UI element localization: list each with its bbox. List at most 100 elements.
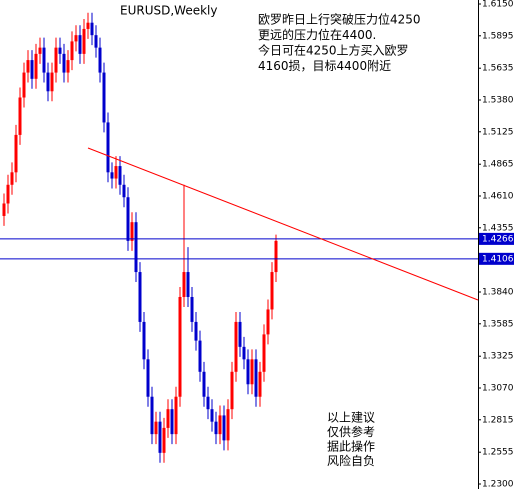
- candle-body: [170, 409, 174, 435]
- candle-body: [126, 197, 130, 241]
- price-label: 1.4106: [482, 254, 514, 264]
- candle-body: [86, 22, 90, 29]
- candle-body: [202, 371, 206, 397]
- candle-body: [166, 409, 170, 428]
- candle-body: [90, 22, 94, 36]
- candle-body: [66, 60, 70, 73]
- y-tick-label: 1.4865: [482, 160, 514, 170]
- note: 以上建议: [327, 411, 375, 425]
- candle-body: [6, 184, 10, 204]
- candle-body: [14, 134, 18, 173]
- candle-body: [46, 72, 50, 92]
- candle-body: [134, 222, 138, 273]
- y-tick-label: 1.5125: [482, 127, 514, 137]
- candle-body: [34, 53, 38, 79]
- candle-body: [226, 409, 230, 441]
- annotation: 欧罗昨日上行突破压力位4250: [258, 12, 421, 27]
- candle-body: [78, 35, 82, 54]
- candle-body: [238, 321, 242, 347]
- note: 据此操作: [327, 439, 375, 454]
- y-tick-label: 1.4355: [482, 223, 514, 233]
- candle-body: [210, 409, 214, 422]
- candle-body: [274, 240, 278, 273]
- y-tick-label: 1.5895: [482, 31, 514, 41]
- candle-body: [74, 35, 78, 42]
- candle-body: [258, 371, 262, 397]
- candle-body: [62, 53, 66, 73]
- candle-body: [26, 60, 30, 73]
- y-tick-label: 1.3585: [482, 319, 514, 329]
- candle-body: [270, 272, 274, 310]
- candle-body: [18, 97, 22, 135]
- candle-body: [222, 415, 226, 441]
- candle-body: [242, 346, 246, 360]
- candle-body: [186, 272, 190, 297]
- y-tick-label: 1.2300: [482, 480, 514, 489]
- candle-body: [130, 222, 134, 241]
- annotation: 4160损，目标4400附近: [258, 59, 391, 73]
- candle-body: [82, 28, 86, 54]
- candle-body: [214, 421, 218, 435]
- candle-body: [98, 47, 102, 73]
- chart-title: EURUSD,Weekly: [120, 4, 217, 18]
- candle-body: [158, 421, 162, 453]
- price-label-box: [479, 252, 514, 265]
- candle-body: [58, 47, 62, 54]
- y-tick-label: 1.3840: [482, 288, 514, 298]
- candle-body: [2, 203, 6, 216]
- candle-body: [266, 309, 270, 335]
- candle-body: [138, 272, 142, 322]
- candle-body: [150, 396, 154, 435]
- y-tick-label: 1.6150: [482, 0, 514, 10]
- candle-body: [246, 359, 250, 385]
- candle-body: [162, 427, 166, 453]
- candle-body: [250, 359, 254, 385]
- y-tick-label: 1.5380: [482, 96, 514, 106]
- candle-body: [198, 340, 202, 372]
- candle-body: [254, 359, 258, 397]
- candle-body: [114, 166, 118, 179]
- trendline: [87, 147, 479, 301]
- candle-body: [22, 72, 26, 98]
- candle-body: [50, 72, 54, 92]
- annotation: 更远的压力位在4400.: [258, 27, 376, 42]
- candle-body: [110, 172, 114, 179]
- price-label: 1.4266: [482, 234, 514, 244]
- candle-body: [190, 296, 194, 322]
- candle-body: [142, 321, 146, 360]
- candle-body: [182, 272, 186, 297]
- candle-body: [42, 47, 46, 73]
- candle-body: [94, 35, 98, 48]
- candle-body: [38, 47, 42, 54]
- candle-body: [194, 321, 198, 341]
- candle-body: [262, 334, 266, 372]
- y-tick-label: 1.2555: [482, 448, 514, 458]
- candle-body: [174, 396, 178, 435]
- candle-body: [206, 396, 210, 410]
- candle-body: [106, 122, 110, 173]
- candle-body: [118, 166, 122, 185]
- price-label-box: [479, 232, 514, 245]
- candle-body: [122, 184, 126, 198]
- y-tick-label: 1.2815: [482, 415, 514, 425]
- candle-body: [230, 371, 234, 410]
- candle-body: [102, 72, 106, 123]
- y-tick-label: 1.3325: [482, 352, 514, 362]
- candle-body: [70, 41, 74, 61]
- y-tick-label: 1.3070: [482, 384, 514, 394]
- note: 仅供参考: [327, 424, 375, 439]
- candle-body: [234, 321, 238, 372]
- candle-body: [54, 47, 58, 73]
- candle-body: [30, 60, 34, 79]
- candle-body: [146, 359, 150, 397]
- candle-body: [154, 421, 158, 435]
- y-tick-label: 1.4610: [482, 192, 514, 202]
- y-tick-label: 1.5635: [482, 64, 514, 74]
- note: 风险自负: [327, 453, 375, 468]
- annotation: 今日可在4250上方买入欧罗: [258, 43, 409, 58]
- candle-body: [10, 172, 14, 185]
- candle-body: [178, 296, 182, 397]
